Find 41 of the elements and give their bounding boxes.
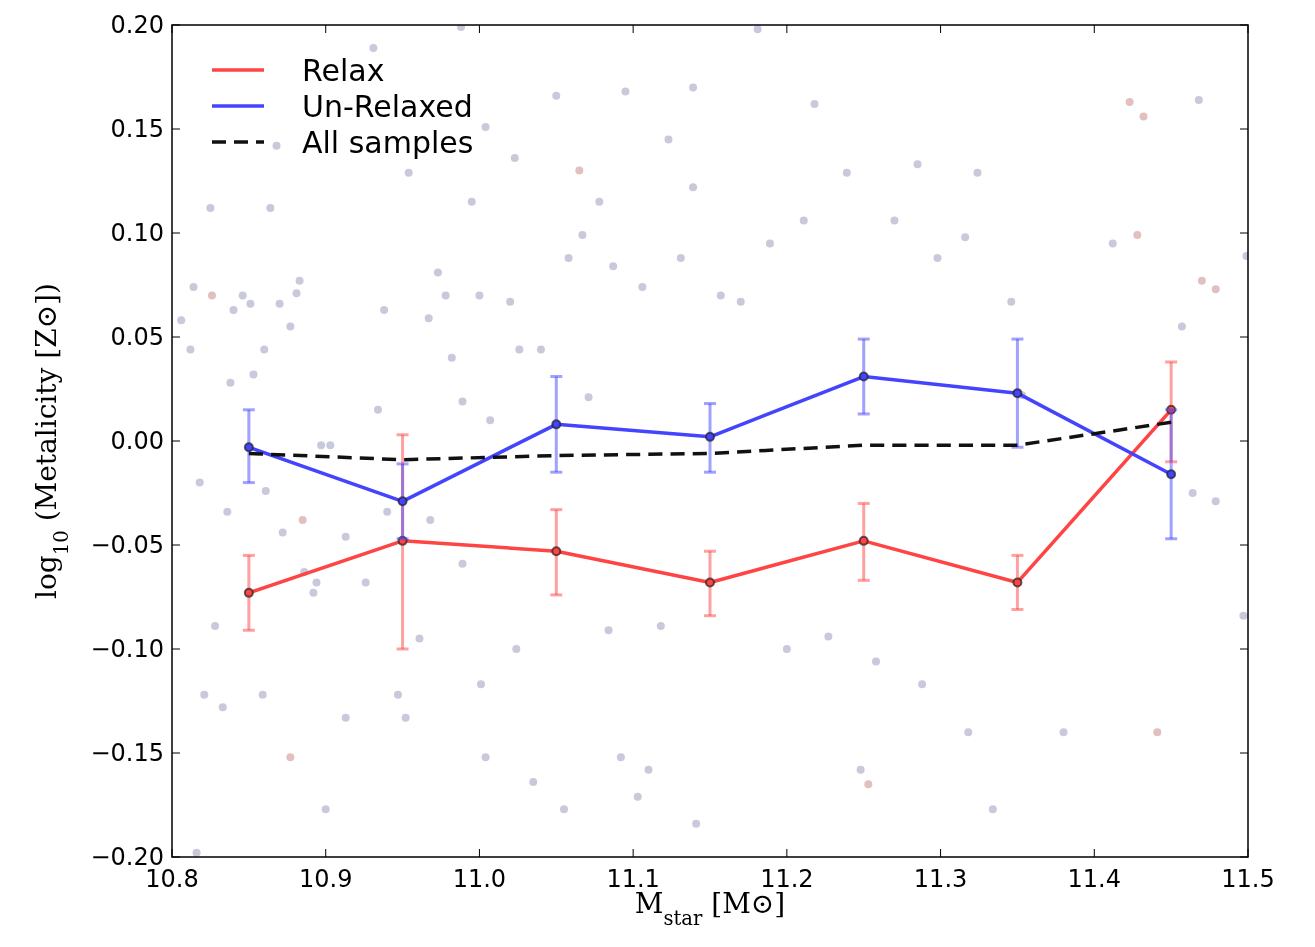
point xyxy=(1125,97,1134,106)
y-tick-label: 0.05 xyxy=(110,323,164,352)
legend-label: Un-Relaxed xyxy=(302,88,473,124)
point xyxy=(1139,112,1148,121)
point xyxy=(1197,276,1206,285)
y-tick-label: 0.15 xyxy=(110,115,164,144)
point xyxy=(1166,404,1177,415)
point xyxy=(286,753,295,762)
x-tick-label: 11.4 xyxy=(1067,865,1121,893)
y-tick-label: −0.15 xyxy=(90,739,164,768)
x-tick-label: 11.5 xyxy=(1221,865,1275,893)
y-tick-label: 0.10 xyxy=(110,219,164,248)
y-tick-label: 0.00 xyxy=(110,427,164,456)
point xyxy=(243,442,254,453)
point xyxy=(397,535,408,546)
point xyxy=(705,577,715,588)
point xyxy=(1166,469,1177,480)
legend-label: Relax xyxy=(302,52,385,88)
point xyxy=(575,166,584,175)
point xyxy=(864,780,873,789)
point xyxy=(705,431,715,442)
point xyxy=(858,371,869,382)
point xyxy=(1012,388,1023,399)
point xyxy=(551,546,562,557)
x-tick-label: 10.9 xyxy=(299,865,353,893)
point xyxy=(397,496,408,507)
point xyxy=(207,291,216,300)
x-tick-label: 11.0 xyxy=(452,865,507,893)
y-tick-label: −0.05 xyxy=(90,531,164,560)
point xyxy=(1133,231,1142,240)
x-tick-label: 11.3 xyxy=(913,865,968,893)
legend-label: All samples xyxy=(302,124,474,160)
point xyxy=(243,587,254,598)
point xyxy=(551,419,562,430)
y-tick-label: 0.20 xyxy=(110,11,164,40)
point xyxy=(1211,285,1220,294)
point xyxy=(298,516,307,525)
point xyxy=(858,535,869,546)
point xyxy=(1012,577,1023,588)
point xyxy=(1153,728,1162,737)
y-tick-label: −0.10 xyxy=(90,635,164,664)
